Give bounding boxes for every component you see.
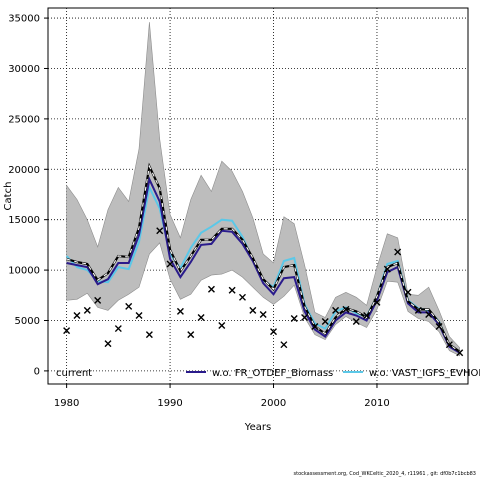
- y-tick-label: 30000: [8, 64, 40, 75]
- y-tick-label: 10000: [8, 266, 40, 277]
- observed-point: [197, 313, 205, 321]
- observed-point: [104, 340, 112, 348]
- observed-point: [456, 349, 464, 357]
- observed-point: [83, 306, 91, 314]
- x-tick-label: 1980: [54, 398, 79, 409]
- observed-point: [280, 341, 288, 349]
- plot-frame: [47, 7, 469, 385]
- grid: [48, 8, 468, 384]
- observed-point: [445, 341, 453, 349]
- y-tick-label: 5000: [15, 316, 40, 327]
- observed-point: [290, 314, 298, 322]
- observed-point: [301, 313, 309, 321]
- y-tick-label: 15000: [8, 215, 40, 226]
- observed-point: [218, 322, 226, 330]
- observed-point: [311, 323, 319, 331]
- observed-point: [394, 248, 402, 256]
- observed-point: [259, 310, 267, 318]
- x-tick-label: 1990: [157, 398, 182, 409]
- x-axis: 1980 1990 2000 2010: [54, 384, 390, 409]
- x-tick-label: 2000: [261, 398, 286, 409]
- observed-point: [238, 293, 246, 301]
- observed-point: [145, 331, 153, 339]
- observed-point: [363, 311, 371, 319]
- observed-point: [135, 311, 143, 319]
- observed-point: [187, 331, 195, 339]
- y-tick-label: 25000: [8, 114, 40, 125]
- series-line-current-dash: [66, 164, 461, 353]
- observed-point: [228, 286, 236, 294]
- y-axis-title: Catch: [3, 182, 14, 211]
- observed-point: [156, 227, 164, 235]
- observed-points: [63, 227, 464, 357]
- observed-point: [166, 260, 174, 268]
- confidence-band: [66, 22, 461, 357]
- observed-point: [73, 311, 81, 319]
- legend-label-fr-otdef: w.o. FR_OTDEF_Biomass: [212, 368, 333, 379]
- observed-point: [383, 265, 391, 273]
- observed-point: [94, 296, 102, 304]
- observed-point: [176, 307, 184, 315]
- observed-point: [63, 327, 71, 335]
- observed-point: [352, 318, 360, 325]
- observed-point: [249, 306, 257, 314]
- legend-label-vast: w.o. VAST_IGFS_EVHOE: [369, 368, 480, 379]
- observed-point: [125, 302, 133, 310]
- y-tick-label: 20000: [8, 165, 40, 176]
- observed-point: [414, 306, 422, 314]
- observed-point: [332, 306, 340, 314]
- observed-point: [435, 323, 443, 331]
- confidence-band-area: [66, 22, 461, 357]
- y-tick-label: 0: [34, 366, 40, 377]
- series-lines: [65, 162, 461, 354]
- legend-label-current: current: [56, 368, 92, 379]
- observed-point: [207, 285, 215, 293]
- observed-point: [342, 305, 350, 313]
- x-tick-label: 2010: [364, 398, 389, 409]
- observed-point: [321, 318, 329, 325]
- y-tick-label: 35000: [8, 14, 40, 25]
- x-axis-title: Years: [244, 422, 271, 433]
- observed-point: [425, 310, 433, 318]
- series-line-w-o-fr-otdef-biomass: [66, 176, 461, 354]
- observed-point: [114, 325, 122, 333]
- legend: current w.o. FR_OTDEF_Biomass w.o. VAST_IG…: [56, 368, 480, 379]
- footer-credit: stockassessment.org, Cod_WKCeltic_2020_4…: [293, 471, 477, 477]
- y-axis: 0 5000 10000 15000 20000 25000 30000 35000: [8, 14, 48, 377]
- observed-point: [270, 328, 278, 336]
- observed-point: [373, 298, 381, 306]
- observed-point: [404, 288, 412, 296]
